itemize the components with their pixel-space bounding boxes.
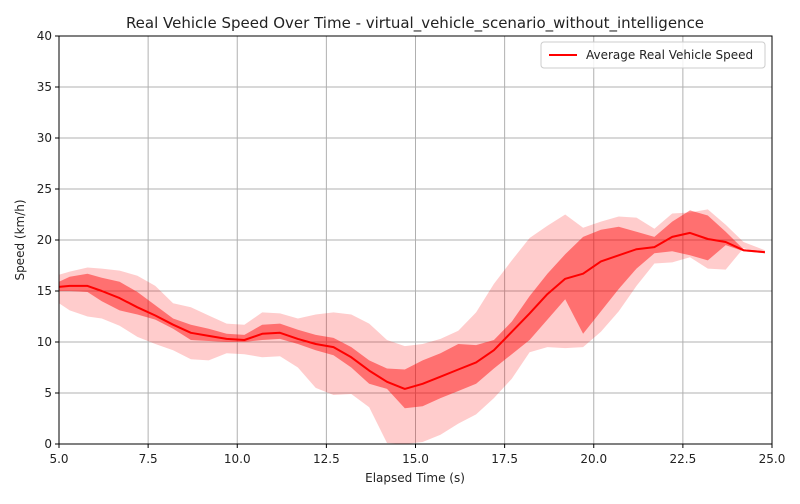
y-tick-label-2: 10 bbox=[37, 335, 52, 349]
legend-label: Average Real Vehicle Speed bbox=[586, 48, 753, 62]
y-tick-label-3: 15 bbox=[37, 284, 52, 298]
y-tick-label-1: 5 bbox=[44, 386, 52, 400]
series-line-0 bbox=[58, 231, 765, 390]
x-tick-label-5: 17.5 bbox=[491, 452, 518, 466]
outer-range-band bbox=[59, 209, 765, 444]
inner-range-band bbox=[59, 210, 765, 409]
x-tick-label-4: 15.0 bbox=[402, 452, 429, 466]
plot-area: 5.0 7.5 10.0 12.5 15.0 17.5 20.0 22.5 25.0 0 5 10 15… bbox=[37, 29, 786, 466]
x-axis-label: Elapsed Time (s) bbox=[365, 471, 465, 485]
y-tick-label-5: 25 bbox=[37, 182, 52, 196]
y-tick-label-8: 40 bbox=[37, 29, 52, 43]
y-axis-label: Speed (km/h) bbox=[13, 199, 27, 280]
x-tick-label-1: 7.5 bbox=[139, 452, 158, 466]
legend-box bbox=[540, 41, 766, 69]
chart-title: Real Vehicle Speed Over Time - virtual_v… bbox=[126, 14, 704, 33]
x-tick-label-3: 12.5 bbox=[313, 452, 340, 466]
x-tick-label-8: 25.0 bbox=[759, 452, 786, 466]
y-tick-label-0: 0 bbox=[44, 437, 52, 451]
y-tick-label-6: 30 bbox=[37, 131, 52, 145]
y-tick-label-4: 20 bbox=[37, 233, 52, 247]
x-tick-label-7: 22.5 bbox=[670, 452, 697, 466]
x-tick-label-6: 20.0 bbox=[580, 452, 607, 466]
x-tick-label-2: 10.0 bbox=[224, 452, 251, 466]
y-tick-label-7: 35 bbox=[37, 80, 52, 94]
x-tick-label-0: 5.0 bbox=[49, 452, 68, 466]
